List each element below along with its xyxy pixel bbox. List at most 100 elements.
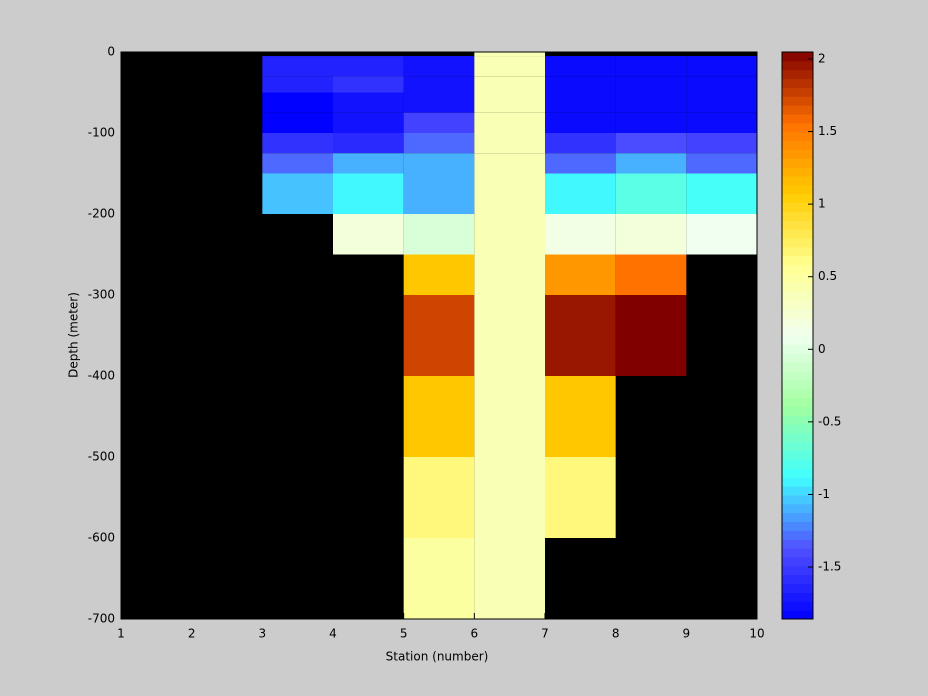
colorbar-step: [782, 176, 813, 186]
colorbar-step: [782, 291, 813, 301]
colorbar-step: [782, 574, 813, 585]
colorbar-frame: [781, 51, 814, 620]
cell: [545, 133, 616, 154]
colorbar-step: [782, 388, 813, 399]
cell: [474, 92, 545, 113]
colorbar-step: [782, 229, 813, 239]
colorbar-step: [782, 131, 813, 142]
cell: [474, 254, 545, 295]
colorbar-step: [782, 512, 813, 523]
cell: [474, 538, 545, 619]
x-tick-label: 10: [749, 627, 764, 641]
colorbar-step: [782, 344, 813, 354]
colorbar-step: [782, 370, 813, 381]
colorbar-step: [782, 379, 813, 390]
cell: [474, 56, 545, 77]
colorbar-step: [782, 450, 813, 461]
cell: [333, 153, 404, 174]
x-tick-label: 6: [471, 627, 479, 641]
cell: [474, 457, 545, 538]
colorbar-tick-label: -1.5: [818, 560, 841, 574]
cell: [686, 133, 757, 154]
colorbar-step: [782, 592, 813, 602]
colorbar-tick-label: 1: [818, 197, 826, 211]
cell: [615, 153, 687, 174]
cell: [474, 153, 545, 174]
colorbar-step: [782, 308, 813, 319]
colorbar-step: [782, 565, 813, 576]
y-axis-label: Depth (meter): [67, 292, 81, 378]
colorbar-step: [782, 556, 813, 567]
cell: [615, 254, 687, 295]
colorbar-step: [782, 149, 813, 159]
colorbar-step: [782, 317, 813, 328]
colorbar-tick-label: -1: [818, 487, 830, 501]
cell: [615, 56, 687, 77]
y-tick-label: -600: [88, 531, 115, 545]
cell: [474, 214, 545, 255]
cell: [403, 92, 475, 113]
cell: [545, 92, 616, 113]
colorbar-step: [782, 60, 813, 71]
y-tick-label: -200: [88, 207, 115, 221]
colorbar-step: [782, 486, 813, 496]
cell: [333, 214, 404, 255]
cell: [545, 376, 616, 457]
cell: [474, 133, 545, 154]
cell: [686, 92, 757, 113]
cell: [545, 254, 616, 295]
cell: [686, 153, 757, 174]
colorbar-step: [782, 52, 813, 62]
colorbar-step: [782, 539, 813, 549]
colorbar-step: [782, 335, 813, 345]
cell: [262, 153, 333, 174]
x-tick-label: 4: [329, 627, 337, 641]
plot-frame: [120, 51, 758, 620]
cell: [545, 214, 616, 255]
cell: [403, 173, 475, 214]
cell: [403, 76, 475, 93]
colorbar-step: [782, 69, 813, 80]
cell: [686, 56, 757, 77]
cell: [262, 173, 333, 214]
cell: [686, 214, 757, 255]
colorbar-step: [782, 326, 813, 336]
colorbar-step: [782, 122, 813, 133]
cell: [403, 538, 475, 619]
colorbar-step: [782, 300, 813, 310]
colorbar-step: [782, 184, 813, 195]
colorbar-step: [782, 468, 813, 478]
cell: [262, 56, 333, 77]
cell: [403, 112, 475, 133]
colorbar-step: [782, 494, 813, 505]
colorbar-step: [782, 459, 813, 469]
colorbar-step: [782, 610, 813, 620]
y-tick-label: -500: [88, 450, 115, 464]
colorbar-step: [782, 583, 813, 593]
cell: [403, 457, 475, 538]
x-tick-label: 2: [188, 627, 196, 641]
cell: [262, 133, 333, 154]
colorbar-step: [782, 441, 813, 452]
colorbar-step: [782, 87, 813, 97]
cell: [545, 56, 616, 77]
colorbar-step: [782, 167, 813, 177]
colorbar-step: [782, 78, 813, 88]
colorbar-step: [782, 432, 813, 443]
x-tick-label: 9: [683, 627, 691, 641]
cell: [474, 295, 545, 376]
colorbar-step: [782, 548, 813, 558]
cell: [333, 133, 404, 154]
cell: [615, 295, 687, 376]
cell: [262, 92, 333, 113]
cell: [545, 173, 616, 214]
x-tick-label: 5: [400, 627, 408, 641]
colorbar-step: [782, 255, 813, 266]
x-tick-label: 1: [117, 627, 125, 641]
cell: [545, 457, 616, 538]
colorbar-step: [782, 503, 813, 514]
cell: [615, 133, 687, 154]
cell: [474, 52, 545, 57]
cell: [615, 112, 687, 133]
colorbar-step: [782, 424, 813, 434]
